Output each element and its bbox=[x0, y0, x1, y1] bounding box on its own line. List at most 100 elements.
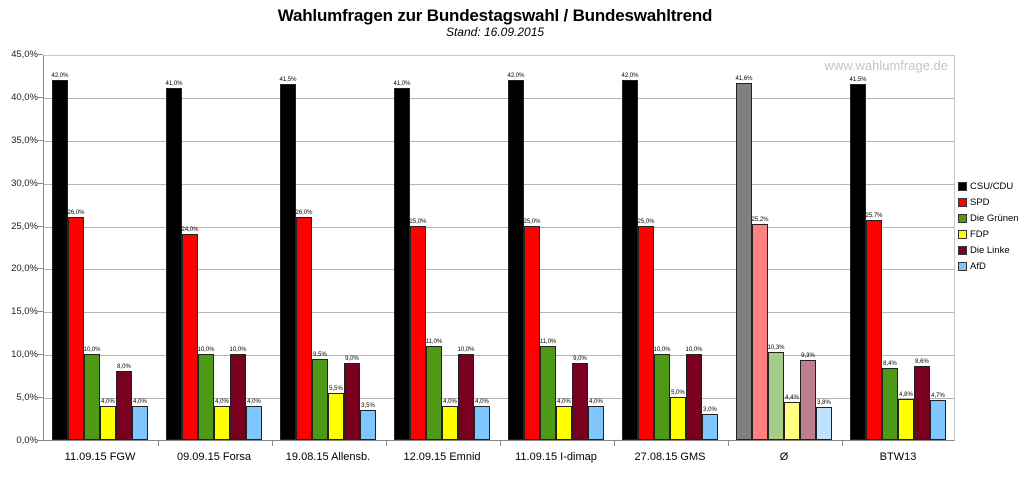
x-tick-mark bbox=[614, 440, 615, 446]
gridline bbox=[44, 140, 954, 142]
y-tick-mark bbox=[38, 96, 43, 98]
bar-csu-cdu bbox=[736, 83, 752, 440]
legend-swatch-icon bbox=[958, 261, 967, 271]
bar-value-label: 25,0% bbox=[409, 218, 427, 225]
x-tick-mark bbox=[842, 440, 843, 446]
bar-csu-cdu bbox=[52, 79, 68, 440]
gridline bbox=[44, 269, 954, 271]
bar-afd bbox=[474, 405, 490, 440]
x-tick-label: 27.08.15 GMS bbox=[634, 451, 706, 463]
bar-die-gr-nen bbox=[654, 354, 670, 440]
bar-value-label: 4,0% bbox=[215, 398, 229, 405]
bar-csu-cdu bbox=[622, 79, 638, 440]
gridline bbox=[44, 355, 954, 357]
bar-spd bbox=[752, 223, 768, 440]
bar-afd bbox=[816, 407, 832, 440]
y-tick-mark bbox=[38, 225, 43, 227]
legend-label: CSU/CDU bbox=[970, 180, 1014, 192]
bar-fdp bbox=[784, 402, 800, 440]
legend-item: Die Grünen bbox=[958, 210, 1019, 226]
bar-value-label: 4,0% bbox=[557, 398, 571, 405]
y-tick-mark bbox=[38, 54, 43, 55]
bar-die-gr-nen bbox=[768, 351, 784, 440]
bar-value-label: 9,5% bbox=[313, 351, 327, 358]
bar-die-linke bbox=[116, 371, 132, 440]
bar-fdp bbox=[100, 405, 116, 440]
bar-die-linke bbox=[230, 354, 246, 440]
bar-spd bbox=[866, 219, 882, 440]
bar-value-label: 4,8% bbox=[899, 391, 913, 398]
bar-value-label: 4,0% bbox=[101, 398, 115, 405]
bar-value-label: 4,0% bbox=[589, 398, 603, 405]
x-tick-mark bbox=[158, 440, 159, 446]
y-tick-label: 15,0% bbox=[11, 306, 38, 318]
chart-title: Wahlumfragen zur Bundestagswahl / Bundes… bbox=[277, 6, 713, 25]
bar-value-label: 4,0% bbox=[133, 398, 147, 405]
bar-spd bbox=[68, 216, 84, 440]
y-tick-mark bbox=[38, 397, 43, 399]
bar-die-linke bbox=[800, 360, 816, 440]
bar-fdp bbox=[556, 405, 572, 440]
bar-afd bbox=[702, 414, 718, 440]
y-tick-label: 30,0% bbox=[11, 177, 38, 189]
bar-value-label: 5,5% bbox=[329, 385, 343, 392]
bar-value-label: 41,5% bbox=[849, 77, 867, 84]
y-tick-mark bbox=[38, 354, 43, 356]
bar-value-label: 11,0% bbox=[425, 338, 443, 345]
bar-csu-cdu bbox=[394, 88, 410, 440]
bar-value-label: 11,0% bbox=[539, 338, 557, 345]
y-tick-label: 40,0% bbox=[11, 91, 38, 103]
bar-afd bbox=[588, 405, 604, 440]
bar-value-label: 10,0% bbox=[685, 347, 703, 354]
bar-fdp bbox=[670, 397, 686, 440]
bar-value-label: 42,0% bbox=[51, 72, 69, 79]
bar-afd bbox=[930, 399, 946, 440]
bar-die-gr-nen bbox=[84, 354, 100, 440]
bar-afd bbox=[246, 405, 262, 440]
bar-value-label: 8,4% bbox=[883, 360, 897, 367]
bar-fdp bbox=[328, 392, 344, 440]
x-tick-mark bbox=[386, 440, 387, 446]
bar-die-gr-nen bbox=[540, 345, 556, 440]
plot-area: www.wahlumfrage.de 42,0% 26,0% 10,0% 4,0% 8,… bbox=[43, 55, 955, 446]
bar-value-label: 25,2% bbox=[751, 216, 769, 223]
legend-item: AfD bbox=[958, 258, 1019, 274]
legend-label: AfD bbox=[970, 260, 986, 272]
y-tick-label: 20,0% bbox=[11, 263, 38, 275]
bar-value-label: 3,8% bbox=[817, 400, 831, 407]
bar-value-label: 24,0% bbox=[181, 227, 199, 234]
bar-spd bbox=[296, 216, 312, 440]
bar-value-label: 25,0% bbox=[523, 218, 541, 225]
bar-die-gr-nen bbox=[882, 367, 898, 440]
x-tick-mark bbox=[500, 440, 501, 446]
gridline bbox=[44, 97, 954, 99]
x-tick-label: 19.08.15 Allensb. bbox=[285, 451, 371, 463]
legend-label: Die Grünen bbox=[970, 212, 1019, 224]
gridline bbox=[44, 226, 954, 228]
watermark: www.wahlumfrage.de bbox=[824, 58, 948, 73]
y-tick-mark bbox=[38, 268, 43, 270]
y-tick-label: 35,0% bbox=[11, 134, 38, 146]
bar-value-label: 25,0% bbox=[637, 218, 655, 225]
bar-value-label: 4,0% bbox=[475, 398, 489, 405]
bar-csu-cdu bbox=[280, 84, 296, 440]
y-tick-label: 0,0% bbox=[16, 435, 38, 446]
bar-value-label: 41,5% bbox=[279, 77, 297, 84]
bar-fdp bbox=[214, 405, 230, 440]
legend-swatch-icon bbox=[958, 229, 967, 239]
x-tick-label: 11.09.15 I-dimap bbox=[515, 451, 597, 463]
legend-swatch-icon bbox=[958, 181, 967, 191]
gridline bbox=[44, 183, 954, 185]
x-tick-mark bbox=[728, 440, 729, 446]
y-tick-mark bbox=[38, 440, 43, 441]
legend-item: SPD bbox=[958, 194, 1019, 210]
bar-spd bbox=[524, 225, 540, 440]
x-tick-label: 09.09.15 Forsa bbox=[177, 451, 251, 463]
bar-csu-cdu bbox=[166, 88, 182, 440]
bar-die-linke bbox=[914, 366, 930, 440]
bar-die-gr-nen bbox=[426, 345, 442, 440]
bar-fdp bbox=[442, 405, 458, 440]
bar-value-label: 26,0% bbox=[67, 209, 85, 216]
legend-label: SPD bbox=[970, 196, 990, 208]
y-tick-label: 5,0% bbox=[16, 392, 38, 404]
